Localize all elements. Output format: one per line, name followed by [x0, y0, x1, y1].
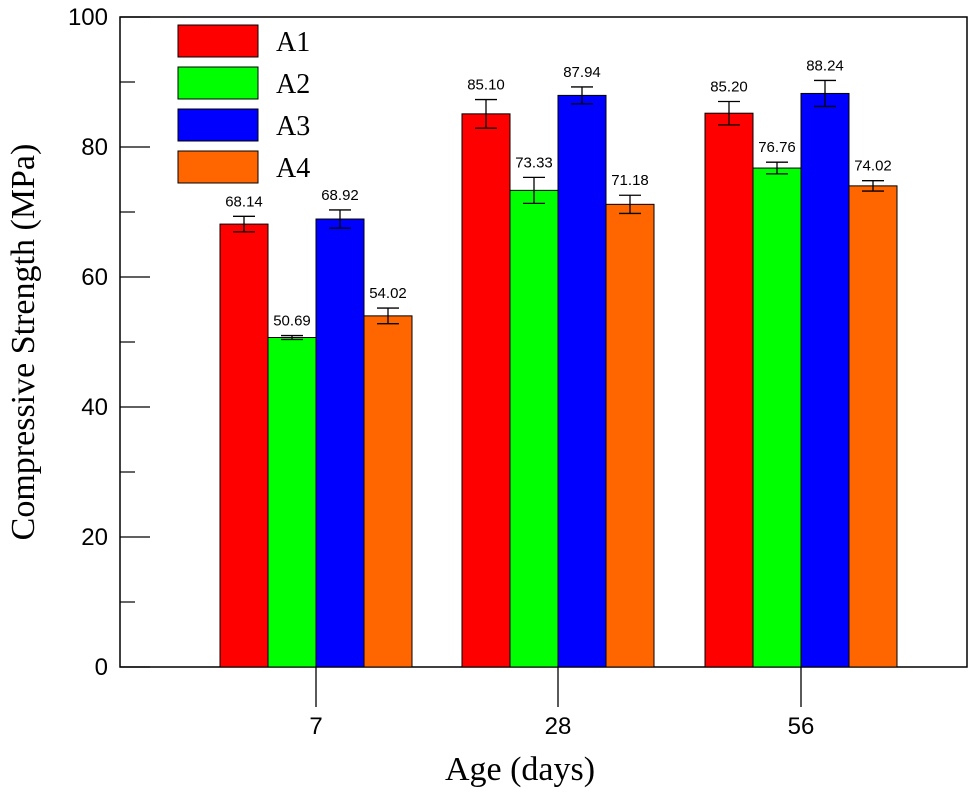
legend-swatch-a1	[177, 24, 259, 58]
x-tick-label-7: 7	[309, 713, 322, 740]
y-tick-label-40: 40	[81, 394, 108, 421]
data-label-a1-7: 68.14	[225, 193, 263, 210]
x-tick-label-28: 28	[545, 713, 572, 740]
bar-a4-28	[605, 203, 655, 668]
bar-a4-56	[848, 185, 898, 668]
legend-swatch-a2	[177, 66, 259, 100]
bar-a3-56	[800, 92, 850, 668]
y-tick-label-100: 100	[68, 4, 108, 31]
data-label-a3-28: 87.94	[563, 64, 601, 81]
y-tick-label-0: 0	[95, 654, 108, 681]
bar-a1-56	[704, 112, 754, 668]
data-label-a2-7: 50.69	[273, 313, 311, 330]
bar-a2-28	[509, 189, 559, 668]
legend-label-a1: A1	[276, 27, 310, 58]
data-label-a4-7: 54.02	[369, 285, 407, 302]
data-label-a2-28: 73.33	[515, 154, 553, 171]
x-tick-label-56: 56	[788, 713, 815, 740]
x-axis-title: Age (days)	[445, 751, 595, 788]
data-label-a4-56: 74.02	[854, 158, 892, 175]
bar-a3-28	[557, 94, 607, 668]
legend-label-a2: A2	[276, 69, 310, 100]
y-axis-title: Compressive Strength (MPa)	[5, 144, 42, 541]
axes-layer: 0 20 40 60 80 100 7 28 56	[68, 4, 814, 740]
bar-a1-7	[219, 223, 269, 668]
bar-a2-7	[267, 337, 317, 668]
bars-layer: 68.14 85.10 85.20 50.69 73.33 76.76 68.92 87.94…	[219, 57, 898, 668]
bar-a2-56	[752, 167, 802, 668]
data-label-a2-56: 76.76	[758, 139, 796, 156]
legend-swatch-a3	[177, 108, 259, 142]
bar-a4-7	[363, 315, 413, 668]
legend-label-a3: A3	[276, 111, 310, 142]
legend-swatch-a4	[177, 150, 259, 184]
legend-label-a4: A4	[276, 153, 310, 184]
data-label-a1-28: 85.10	[467, 77, 505, 94]
legend: A1 A2 A3 A4	[177, 24, 310, 184]
bar-a1-28	[461, 113, 511, 668]
data-label-a1-56: 85.20	[710, 79, 748, 96]
data-label-a3-7: 68.92	[321, 187, 359, 204]
data-label-a4-28: 71.18	[611, 172, 649, 189]
bar-a3-7	[315, 218, 365, 668]
y-tick-label-60: 60	[81, 264, 108, 291]
y-tick-label-80: 80	[81, 134, 108, 161]
y-tick-label-20: 20	[81, 524, 108, 551]
data-label-a3-56: 88.24	[806, 57, 844, 74]
